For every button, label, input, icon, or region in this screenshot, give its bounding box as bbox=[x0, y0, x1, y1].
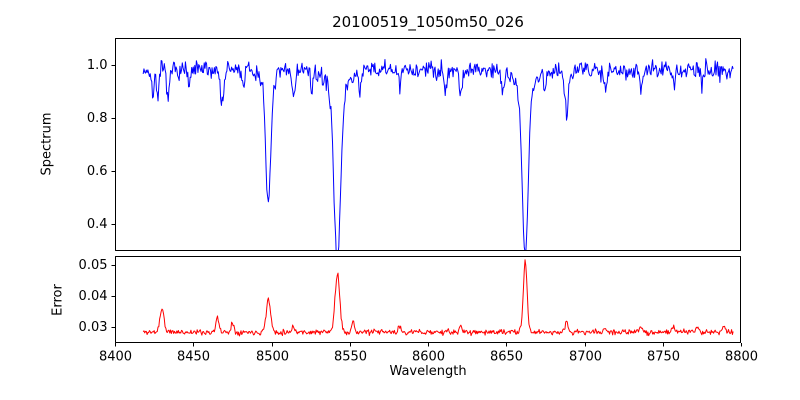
y-axis-label-error: Error bbox=[50, 284, 66, 316]
chart-title: 20100519_1050m50_026 bbox=[332, 13, 524, 31]
y-axis-label-spectrum: Spectrum bbox=[39, 112, 55, 176]
x-axis-label: Wavelength bbox=[389, 364, 467, 379]
